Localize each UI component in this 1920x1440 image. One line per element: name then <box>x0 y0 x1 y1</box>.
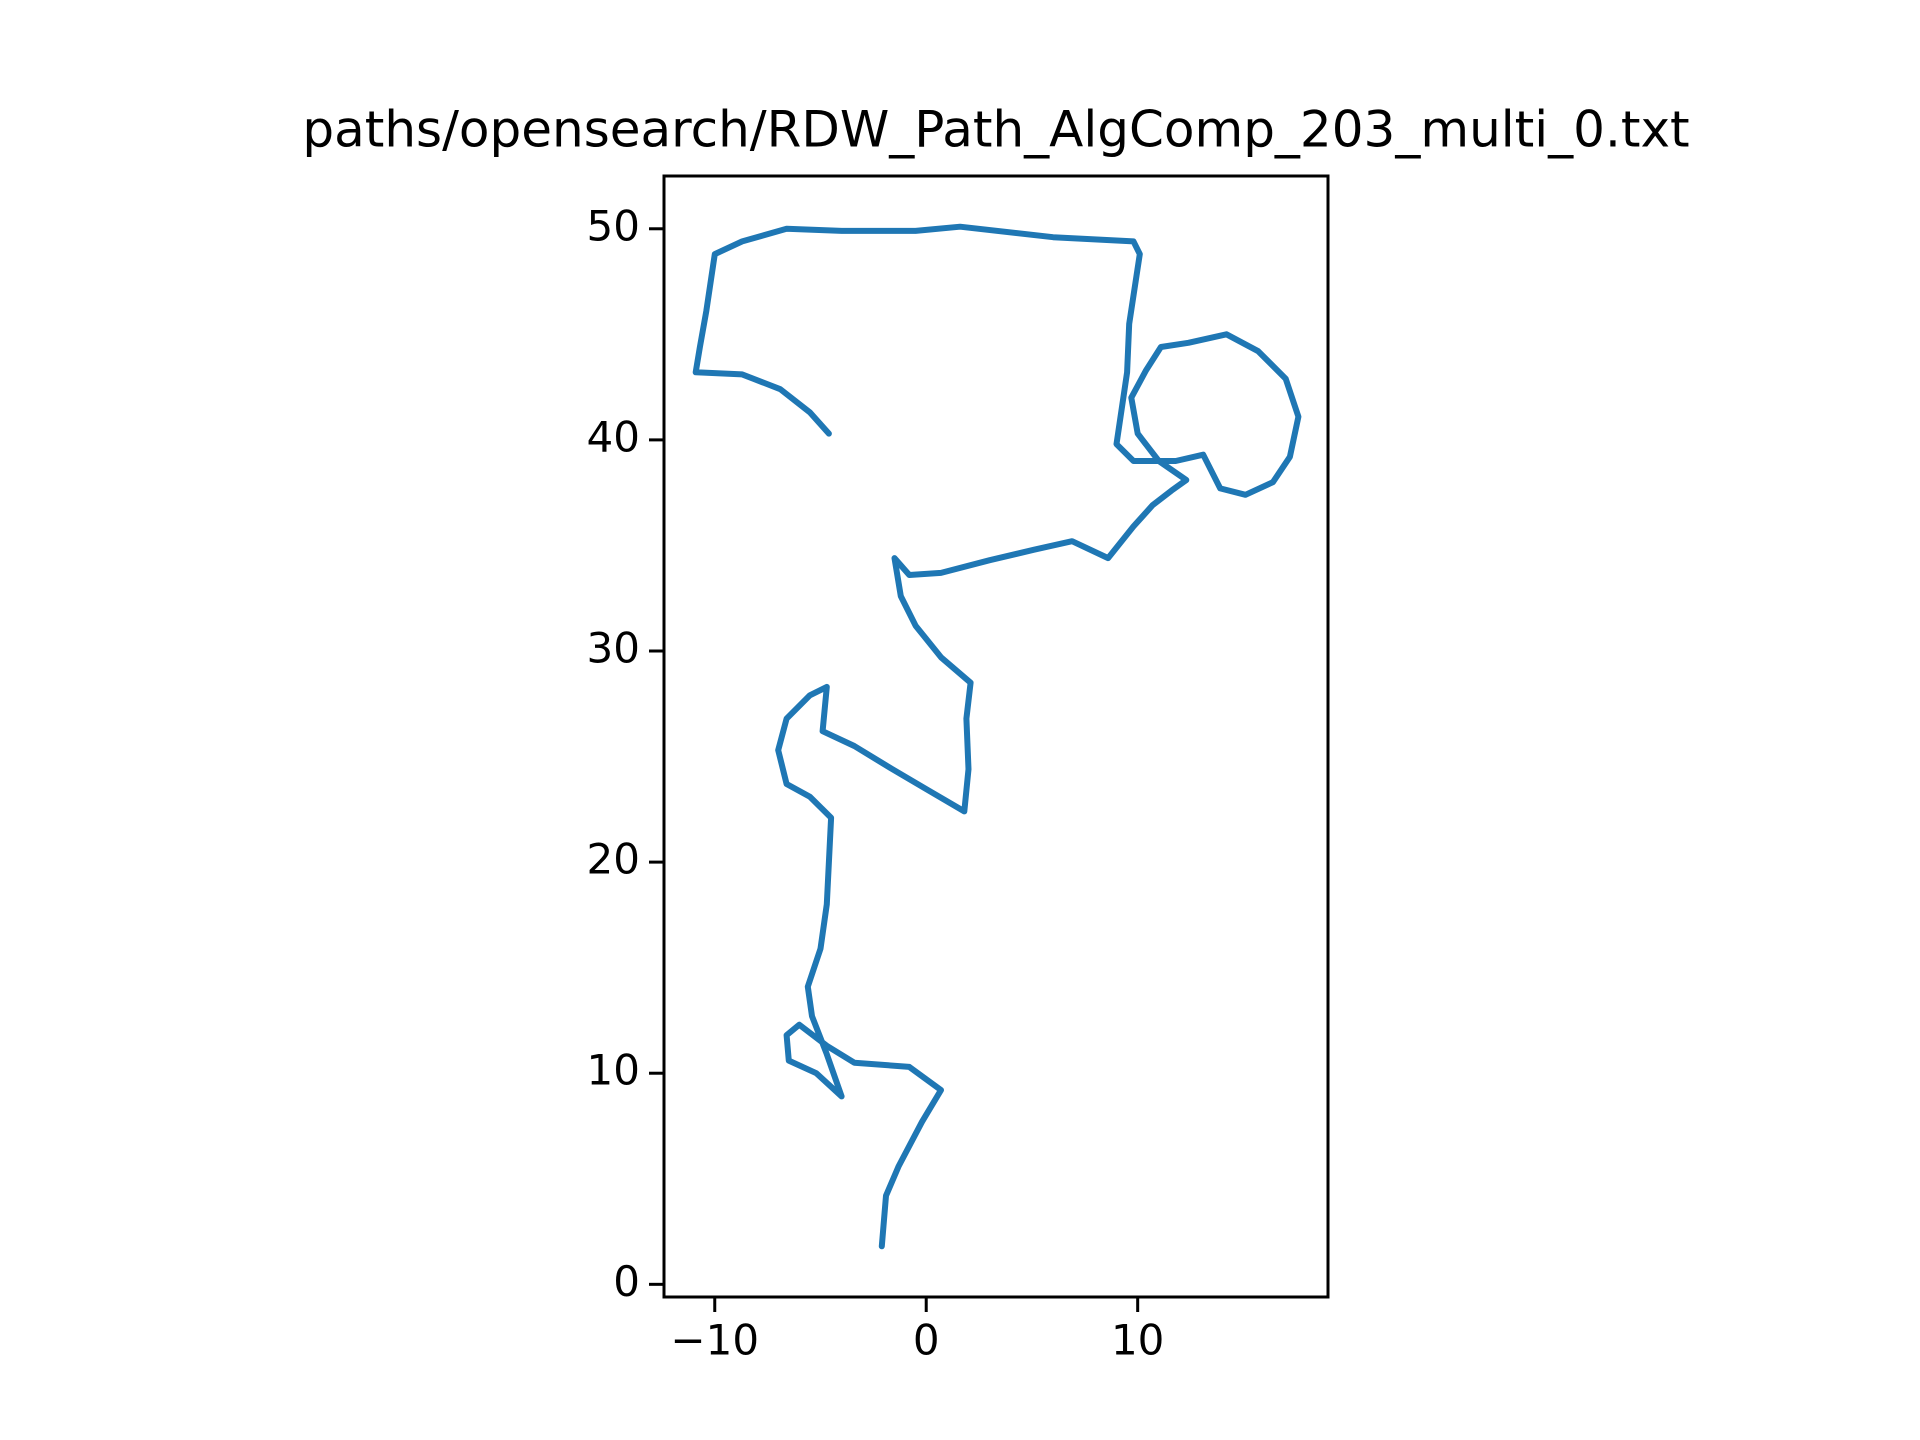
chart-title: paths/opensearch/RDW_Path_AlgComp_203_mu… <box>302 101 1689 159</box>
x-tick-label: −10 <box>670 1316 759 1365</box>
x-tick-label: 10 <box>1111 1316 1164 1365</box>
plot-frame <box>662 174 1330 1299</box>
y-tick-label: 50 <box>587 201 640 250</box>
path-line <box>692 223 1302 1250</box>
y-tick-label: 10 <box>587 1046 640 1095</box>
y-tick-label: 40 <box>587 412 640 461</box>
x-tick-label: 0 <box>913 1316 940 1365</box>
y-tick-label: 20 <box>587 835 640 884</box>
y-tick-label: 0 <box>613 1257 640 1306</box>
y-tick-label: 30 <box>587 624 640 673</box>
